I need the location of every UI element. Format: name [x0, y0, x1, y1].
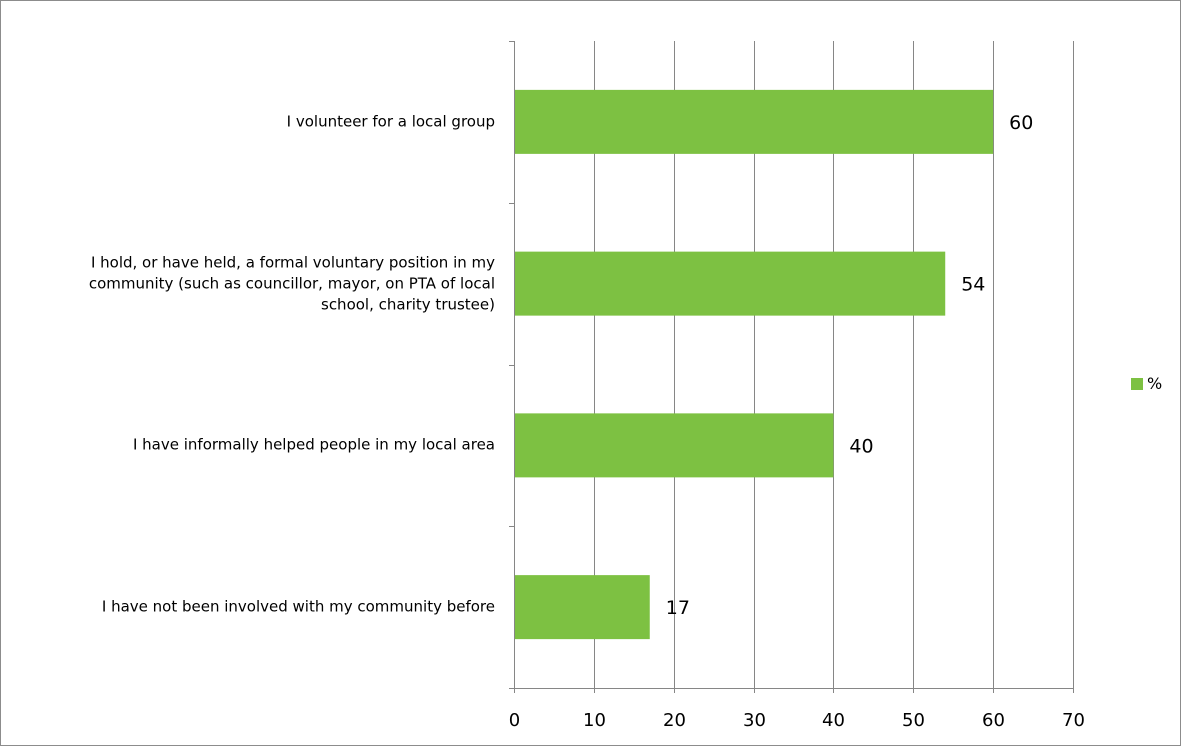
category-label-0: I volunteer for a local group: [5, 111, 495, 132]
data-label-1: 54: [961, 274, 985, 296]
legend: %: [1131, 374, 1162, 393]
x-tick-label-10: 10: [583, 710, 606, 731]
category-label-1: I hold, or have held, a formal voluntary…: [5, 252, 495, 315]
x-tick-label-20: 20: [663, 710, 686, 731]
legend-label: %: [1147, 374, 1163, 393]
x-tick-label-30: 30: [743, 710, 766, 731]
x-tick-label-40: 40: [822, 710, 845, 731]
data-label-2: 40: [849, 435, 873, 457]
category-label-line: I have not been involved with my communi…: [101, 597, 495, 616]
data-label-0: 60: [1009, 112, 1033, 134]
x-tick-label-0: 0: [509, 710, 520, 731]
category-label-line: I have informally helped people in my lo…: [132, 435, 495, 454]
x-tick-label-70: 70: [1062, 710, 1085, 731]
category-label-line: I volunteer for a local group: [286, 112, 495, 131]
legend-swatch: [1131, 377, 1143, 390]
category-label-line: I hold, or have held, a formal voluntary…: [90, 253, 495, 272]
category-label-2: I have informally helped people in my lo…: [5, 435, 495, 456]
data-label-3: 17: [666, 597, 690, 619]
x-tick-label-60: 60: [982, 710, 1005, 731]
x-tick-label-50: 50: [902, 710, 925, 731]
bar-0: [515, 89, 994, 154]
category-label-3: I have not been involved with my communi…: [5, 597, 495, 618]
bar-3: [515, 575, 650, 640]
bar-1: [515, 251, 946, 316]
category-label-line: school, charity trustee): [321, 295, 495, 314]
bar-2: [515, 413, 834, 478]
category-label-line: community (such as councillor, mayor, on…: [88, 274, 495, 293]
